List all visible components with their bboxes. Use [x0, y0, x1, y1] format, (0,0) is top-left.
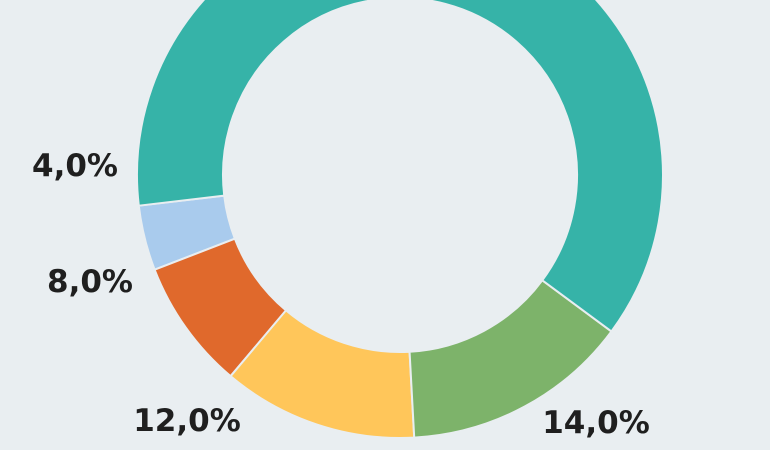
slice-label-0: 4,0% [32, 148, 118, 184]
slice-label-3: 14,0% [542, 405, 650, 441]
slice-label-2: 12,0% [133, 403, 241, 439]
donut-slices [136, 0, 664, 439]
donut-labels: 4,0% 8,0% 12,0% 14,0% [32, 148, 650, 441]
slice-label-1: 8,0% [47, 264, 133, 300]
donut-slice-4 [136, 0, 664, 333]
